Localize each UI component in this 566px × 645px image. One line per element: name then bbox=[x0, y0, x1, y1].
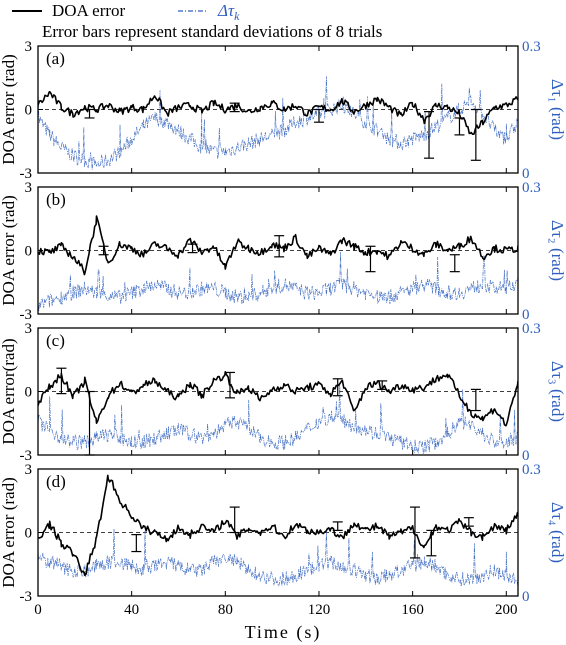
error-bar bbox=[454, 117, 465, 136]
panel-4: 3 0 -3 0.3 0 (d) DOA error (rad) Δτ₄ (rad) bbox=[0, 462, 566, 605]
y-tick-label: -3 bbox=[20, 448, 33, 464]
series-dtau bbox=[38, 383, 518, 454]
right-y-tick-label: 0 bbox=[522, 166, 530, 182]
error-bar bbox=[274, 235, 285, 258]
x-axis-label: Time (s) bbox=[245, 622, 322, 643]
y-tick-label: 3 bbox=[25, 462, 33, 478]
error-bar bbox=[470, 108, 481, 161]
y-tick-label: 0 bbox=[25, 526, 33, 542]
x-tick-label: 120 bbox=[308, 602, 331, 618]
right-y-tick-label: 0 bbox=[522, 307, 530, 323]
error-bar bbox=[377, 380, 388, 390]
panel-label: (a) bbox=[46, 49, 65, 68]
error-bar bbox=[229, 102, 240, 113]
right-y-tick-label: 0 bbox=[522, 448, 530, 464]
legend-dtau-symbol: Δτ bbox=[217, 1, 235, 20]
x-tick-label: 0 bbox=[34, 602, 42, 618]
series-dtau bbox=[38, 252, 518, 312]
series-dtau bbox=[38, 528, 518, 587]
legend-dtau-sub: k bbox=[234, 9, 240, 23]
right-y-tick-label: 0.3 bbox=[522, 462, 541, 478]
right-y-axis-label: Δτ₃ (rad) bbox=[548, 361, 566, 422]
panel-label: (c) bbox=[46, 331, 65, 350]
y-tick-label: 3 bbox=[25, 321, 33, 337]
error-bar bbox=[424, 111, 435, 159]
x-tick-label: 40 bbox=[124, 602, 139, 618]
error-bar bbox=[229, 506, 240, 534]
y-tick-label: -3 bbox=[20, 589, 33, 605]
panel-label: (d) bbox=[46, 472, 66, 491]
panel-3: 3 0 -3 0.3 0 (c) DOA error(rad) Δτ₃ (rad) bbox=[0, 321, 566, 464]
right-y-tick-label: 0.3 bbox=[522, 321, 541, 337]
y-axis-label: DOA error (rad) bbox=[0, 54, 18, 164]
error-bar bbox=[426, 529, 437, 557]
error-bar bbox=[131, 534, 142, 553]
panel-label: (b) bbox=[46, 190, 66, 209]
error-bar bbox=[313, 108, 324, 123]
error-bar bbox=[470, 388, 481, 412]
y-tick-label: 3 bbox=[25, 180, 33, 196]
x-tick-label: 80 bbox=[218, 602, 233, 618]
series-doa-error bbox=[38, 215, 518, 276]
panels: 30-30.30(a)DOA error (rad) Δτ₁ (rad)30-30… bbox=[0, 39, 566, 605]
legend-doa-label: DOA error bbox=[52, 1, 126, 20]
right-y-tick-label: 0 bbox=[522, 589, 530, 605]
y-tick-label: 0 bbox=[25, 103, 33, 119]
error-bar bbox=[98, 245, 109, 256]
error-bar bbox=[365, 245, 376, 273]
legend-note: Error bars represent standard deviations… bbox=[42, 22, 382, 41]
panel-2: 3 0 -3 0.3 0 (b) DOA error (rad) Δτ₂ (rad) bbox=[0, 180, 566, 323]
y-tick-label: 3 bbox=[25, 39, 33, 55]
y-tick-label: 0 bbox=[25, 385, 33, 401]
series-doa-error bbox=[38, 90, 518, 135]
series-dtau bbox=[38, 76, 518, 170]
series-doa-error bbox=[38, 474, 518, 577]
y-tick-label: -3 bbox=[20, 166, 33, 182]
right-y-axis-label: Δτ₂ (rad) bbox=[548, 220, 566, 281]
error-bar bbox=[225, 371, 235, 399]
legend-dtau-label: Δτk bbox=[217, 1, 240, 23]
error-bar bbox=[463, 517, 474, 527]
error-bar bbox=[84, 108, 95, 119]
right-y-tick-label: 0.3 bbox=[522, 180, 541, 196]
x-axis: 0 40 80 120 160 200 bbox=[34, 602, 517, 618]
right-y-axis-label: Δτ₄ (rad) bbox=[548, 502, 566, 563]
error-bar bbox=[187, 243, 198, 254]
y-tick-label: -3 bbox=[20, 307, 33, 323]
panel-1: 3 0 -3 0.3 0 (a) DOA error (rad) Δτ₁ (rad) bbox=[0, 39, 566, 182]
y-tick-label: 0 bbox=[25, 244, 33, 260]
y-axis-label: DOA error (rad) bbox=[0, 195, 18, 305]
error-bar bbox=[332, 378, 343, 397]
right-y-axis-label: Δτ₁ (rad) bbox=[548, 79, 566, 140]
y-axis-label: DOA error (rad) bbox=[0, 477, 18, 587]
error-bar bbox=[56, 367, 67, 395]
x-tick-label: 160 bbox=[401, 602, 424, 618]
error-bar bbox=[449, 254, 460, 273]
error-bar bbox=[332, 521, 343, 531]
x-tick-label: 200 bbox=[495, 602, 518, 618]
error-bar bbox=[409, 506, 420, 559]
right-y-tick-label: 0.3 bbox=[522, 39, 541, 55]
y-axis-label: DOA error(rad) bbox=[0, 338, 18, 444]
legend: DOA error Δτk Error bars represent stand… bbox=[12, 1, 382, 41]
series-doa-error bbox=[38, 371, 518, 427]
